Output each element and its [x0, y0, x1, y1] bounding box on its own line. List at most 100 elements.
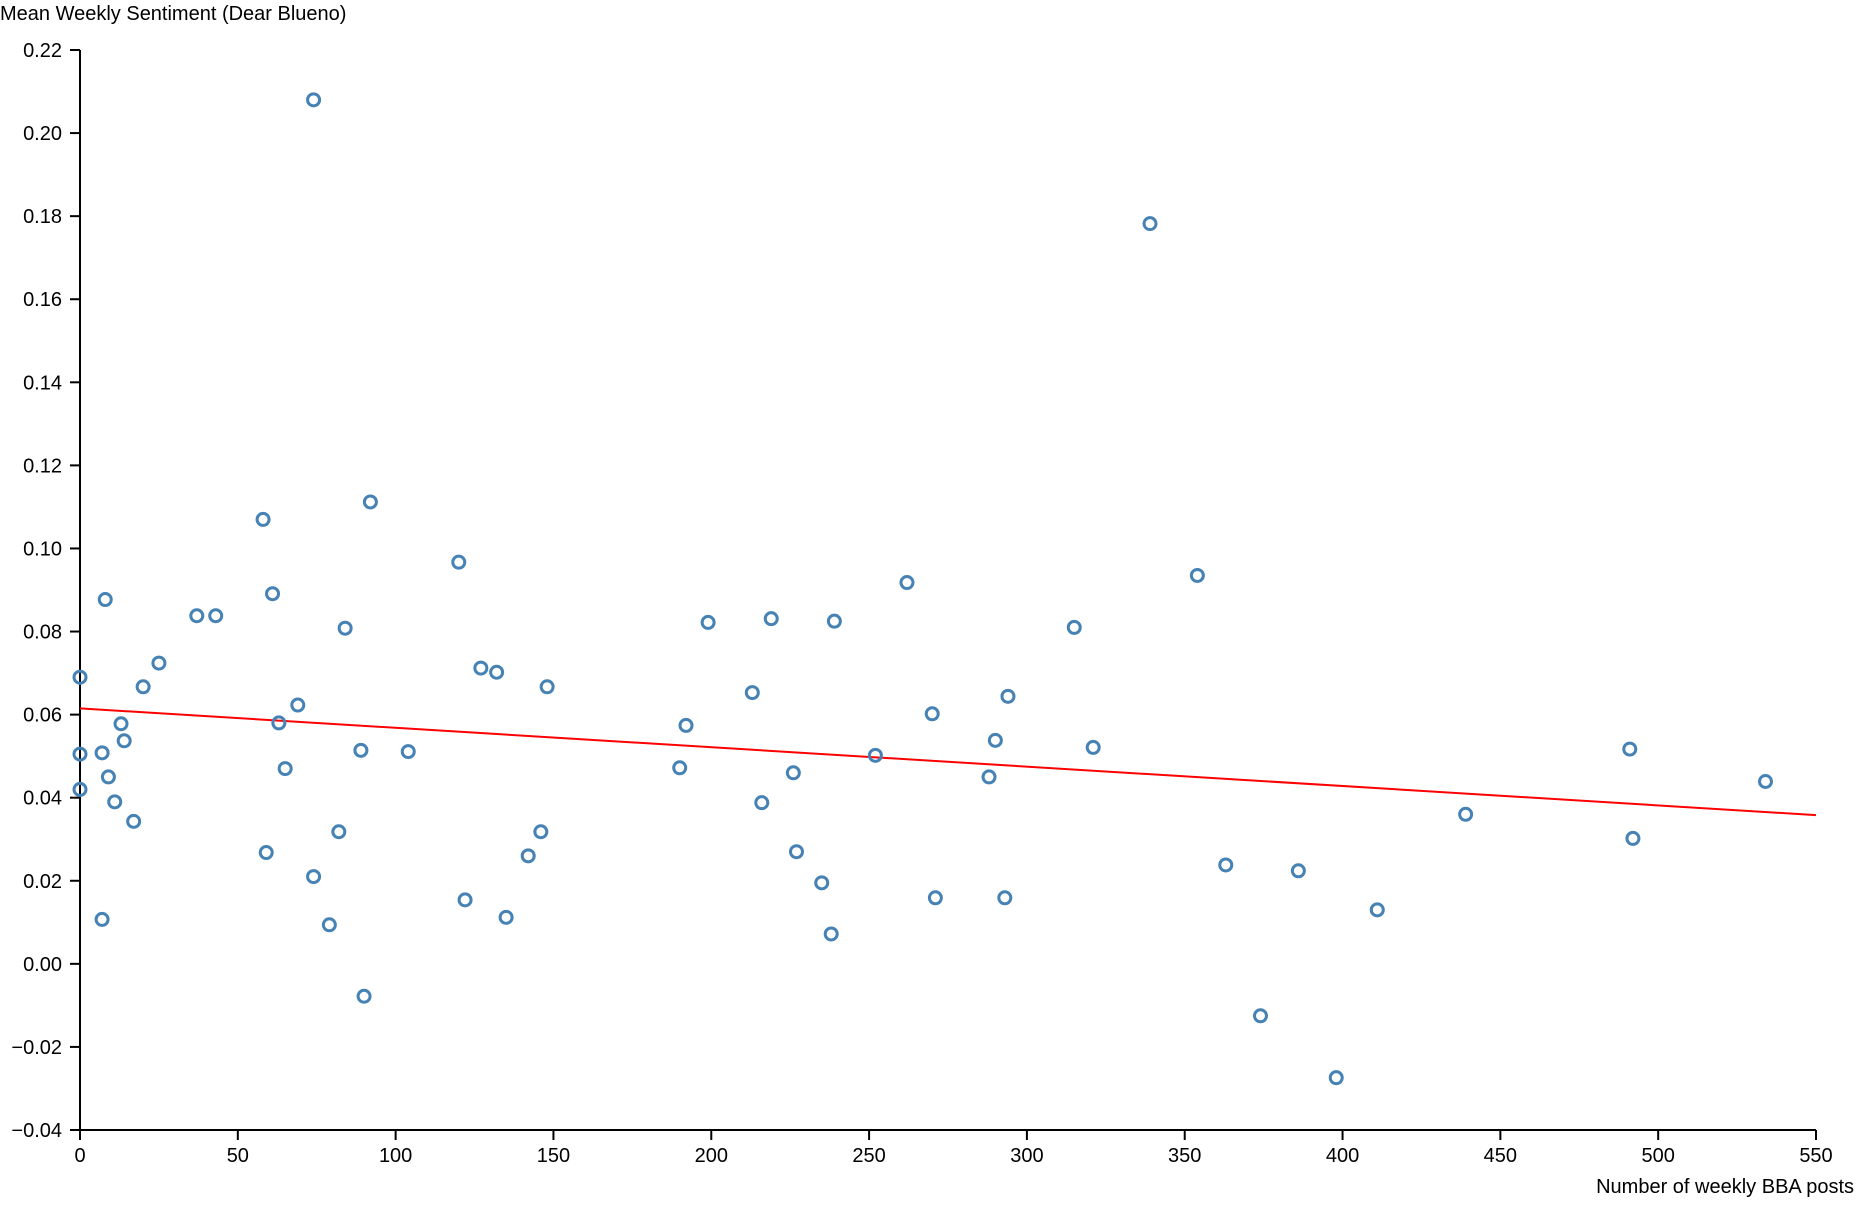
data-point — [100, 769, 116, 785]
x-tick-label: 450 — [1484, 1145, 1517, 1167]
data-point — [700, 614, 716, 630]
x-tick-label: 300 — [1010, 1145, 1043, 1167]
data-point — [72, 781, 88, 797]
y-tick-label: 0.14 — [23, 372, 62, 394]
data-point — [826, 613, 842, 629]
data-point — [265, 586, 281, 602]
x-tick-label: 150 — [537, 1145, 570, 1167]
data-point — [763, 611, 779, 627]
data-point — [258, 845, 274, 861]
data-point — [823, 926, 839, 942]
y-tick-label: −0.04 — [11, 1120, 62, 1142]
data-point — [981, 769, 997, 785]
data-point — [1328, 1070, 1344, 1086]
x-tick-label: 100 — [379, 1145, 412, 1167]
data-point — [744, 685, 760, 701]
y-tick-label: 0.04 — [23, 788, 62, 810]
x-tick-label: 50 — [227, 1145, 249, 1167]
data-point — [94, 745, 110, 761]
data-point — [924, 706, 940, 722]
data-point — [498, 909, 514, 925]
data-point — [151, 655, 167, 671]
data-point — [1369, 902, 1385, 918]
y-tick-label: 0.10 — [23, 538, 62, 560]
x-tick-label: 200 — [695, 1145, 728, 1167]
data-point — [290, 697, 306, 713]
data-point — [1458, 806, 1474, 822]
data-point — [1622, 741, 1638, 757]
trendline-layer — [79, 707, 1817, 817]
data-point — [1085, 739, 1101, 755]
x-tick-label: 550 — [1799, 1145, 1832, 1167]
data-point — [94, 911, 110, 927]
data-point — [1625, 830, 1641, 846]
data-point — [520, 848, 536, 864]
trend-line — [79, 707, 1817, 817]
data-point — [271, 715, 287, 731]
data-point — [1000, 688, 1016, 704]
data-point — [1189, 567, 1205, 583]
data-point — [899, 575, 915, 591]
x-tick-label: 250 — [852, 1145, 885, 1167]
y-tick-label: 0.22 — [23, 40, 62, 62]
y-tick-label: 0.02 — [23, 871, 62, 893]
points-layer — [72, 92, 1773, 1086]
data-point — [997, 890, 1013, 906]
y-tick-label: −0.02 — [11, 1037, 62, 1059]
data-point — [126, 813, 142, 829]
data-point — [189, 608, 205, 624]
y-tick-label: 0.16 — [23, 289, 62, 311]
data-point — [788, 844, 804, 860]
data-point — [400, 744, 416, 760]
y-axis: −0.04 −0.02 0.00 0.02 0.04 0.06 0.08 0.10 0.12 0.… — [11, 40, 81, 1142]
data-point — [1066, 619, 1082, 635]
data-point — [867, 747, 883, 763]
data-point — [321, 917, 337, 933]
data-point — [306, 92, 322, 108]
x-tick-label: 500 — [1641, 1145, 1674, 1167]
y-axis-title: Mean Weekly Sentiment (Dear Blueno) — [0, 3, 346, 25]
data-point — [97, 592, 113, 608]
data-point — [1757, 773, 1773, 789]
data-point — [208, 608, 224, 624]
data-point — [72, 746, 88, 762]
data-point — [785, 765, 801, 781]
data-point — [1252, 1008, 1268, 1024]
y-tick-label: 0.12 — [23, 455, 62, 477]
data-point — [533, 824, 549, 840]
y-tick-label: 0.00 — [23, 954, 62, 976]
y-tick-label: 0.20 — [23, 123, 62, 145]
data-point — [451, 554, 467, 570]
data-point — [539, 679, 555, 695]
data-point — [754, 795, 770, 811]
data-point — [116, 733, 132, 749]
x-axis-title: Number of weekly BBA posts — [1596, 1176, 1854, 1198]
data-point — [331, 824, 347, 840]
data-point — [306, 869, 322, 885]
data-point — [107, 794, 123, 810]
data-point — [1290, 863, 1306, 879]
data-point — [353, 742, 369, 758]
data-point — [135, 679, 151, 695]
data-point — [72, 669, 88, 685]
x-tick-label: 350 — [1168, 1145, 1201, 1167]
data-point — [672, 760, 688, 776]
x-tick-label: 0 — [74, 1145, 85, 1167]
data-point — [457, 892, 473, 908]
data-point — [987, 732, 1003, 748]
y-tick-label: 0.18 — [23, 206, 62, 228]
data-point — [814, 875, 830, 891]
y-tick-label: 0.06 — [23, 705, 62, 727]
x-axis: 0 50 100 150 200 250 300 350 400 450 500 550 — [74, 1129, 1833, 1167]
data-point — [489, 664, 505, 680]
x-tick-label: 400 — [1326, 1145, 1359, 1167]
data-point — [927, 890, 943, 906]
data-point — [113, 716, 129, 732]
y-tick-label: 0.08 — [23, 622, 62, 644]
data-point — [678, 717, 694, 733]
data-point — [255, 511, 271, 527]
data-point — [1218, 857, 1234, 873]
data-point — [356, 988, 372, 1004]
